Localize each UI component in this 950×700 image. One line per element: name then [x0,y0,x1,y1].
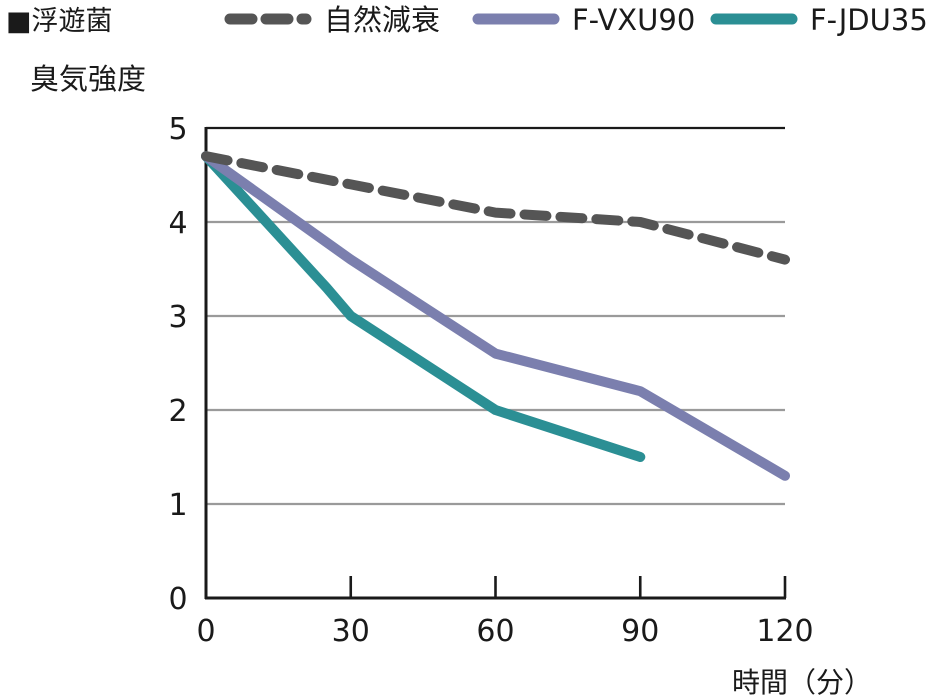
legend-label-自然減衰: 自然減衰 [324,3,440,37]
y-tick-label-0: 0 [168,582,187,617]
y-axis-label: 臭気強度 [30,62,146,96]
y-tick-label-2: 2 [168,394,187,429]
x-tick-label-60: 60 [476,614,514,649]
y-tick-label-1: 1 [168,488,187,523]
series-line-自然減衰 [201,151,790,265]
axes [204,127,787,600]
y-tick-label-5: 5 [168,112,187,147]
x-tick-label-90: 90 [621,614,659,649]
x-tick-label-0: 0 [196,614,215,649]
tick-labels: 0 1 2 3 4 5 0 30 60 90 120 [168,112,813,649]
series-line-F-VXU90 [201,151,790,481]
series-layer [201,151,790,481]
chart-title: ■浮遊菌 [6,6,113,37]
grid [206,126,785,506]
x-tick-label-120: 120 [756,614,813,649]
x-axis-label: 時間（分） [732,666,872,699]
series-line-F-JDU35 [201,151,646,462]
legend-label-F-JDU35: F-JDU35 [810,3,928,37]
legend: 自然減衰 F-VXU90 F-JDU35 [224,3,928,37]
x-tick-label-30: 30 [332,614,370,649]
legend-label-F-VXU90: F-VXU90 [572,3,695,37]
y-tick-label-3: 3 [168,300,187,335]
y-tick-label-4: 4 [168,206,187,241]
